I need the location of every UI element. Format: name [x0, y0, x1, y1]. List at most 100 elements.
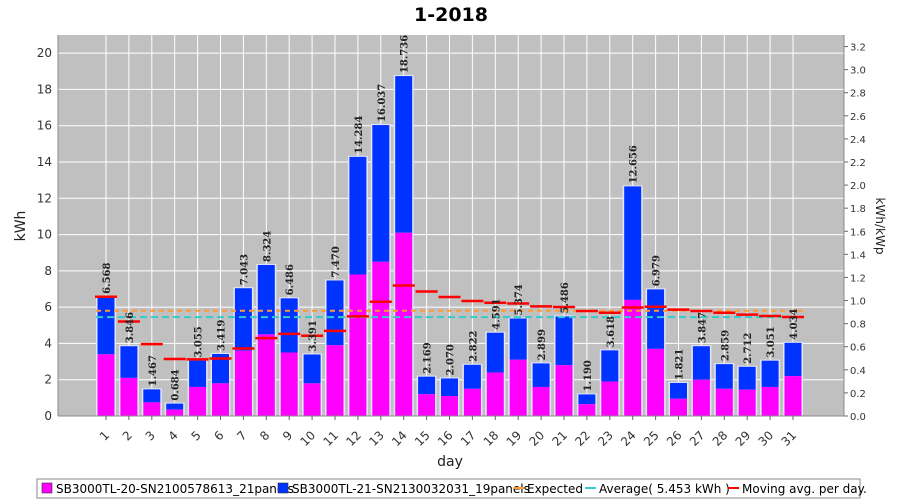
y-axis-label: kWh: [13, 211, 29, 242]
bar-series-2: [97, 296, 115, 355]
bar-series-2: [463, 364, 481, 389]
data-label: 2.859: [720, 330, 731, 361]
bar-series-2: [212, 353, 229, 384]
data-label: 4.034: [789, 308, 800, 339]
legend-box: [36, 478, 861, 499]
data-label: 14.284: [354, 116, 365, 154]
bar-series-2: [280, 298, 298, 353]
y-tick-label: 18: [37, 82, 52, 96]
bar-series-1: [234, 350, 252, 416]
data-label: 0.684: [171, 369, 182, 400]
bar-series-1: [624, 299, 642, 416]
bar-series-1: [395, 232, 413, 416]
legend-average-label: Average( 5.453 kWh ): [599, 482, 730, 496]
bar-series-2: [761, 360, 779, 387]
bar-series-1: [738, 389, 756, 416]
bar-series-1: [326, 345, 344, 416]
bar-series-2: [670, 382, 687, 399]
y-right-tick-label: 0.4: [850, 366, 866, 377]
bar-series-2: [692, 346, 710, 380]
bar-series-2: [189, 360, 207, 387]
data-label: 3.051: [766, 326, 777, 357]
bar-series-1: [509, 359, 527, 416]
bar-series-2: [715, 364, 733, 389]
y-tick-label: 12: [37, 191, 52, 205]
bar-series-1: [784, 376, 802, 416]
chart-title: 1-2018: [414, 4, 488, 26]
bar-series-1: [212, 383, 229, 416]
bar-series-1: [441, 396, 458, 416]
bar-series-2: [166, 403, 184, 410]
y-axis-right-label: kWh/kWp: [873, 198, 887, 255]
y-tick-label: 14: [37, 155, 52, 169]
bar-series-2: [303, 354, 321, 384]
data-label: 3.419: [217, 320, 228, 351]
data-label: 2.070: [446, 344, 457, 375]
y-tick-label: 0: [44, 409, 52, 423]
legend: SB3000TL-20-SN2100578613_21panelsSB3000T…: [36, 478, 867, 499]
y-tick-label: 4: [44, 336, 52, 350]
bar-series-1: [120, 377, 138, 416]
bar-series-2: [234, 288, 252, 351]
legend-moving-avg-label: Moving avg. per day.: [742, 482, 867, 496]
bar-series-2: [349, 156, 367, 275]
y-tick-label: 20: [37, 46, 52, 60]
data-label: 1.821: [675, 349, 686, 380]
y-right-tick-label: 3.2: [850, 43, 866, 54]
bar-series-2: [624, 186, 642, 300]
bar-series-2: [532, 363, 550, 387]
data-label: 6.979: [652, 255, 663, 286]
bar-series-2: [601, 350, 619, 382]
bar-series-2: [784, 342, 802, 377]
bar-series-2: [441, 378, 458, 397]
data-label: 3.618: [606, 316, 617, 347]
y-right-tick-label: 1.6: [850, 227, 866, 238]
bar-series-1: [349, 274, 367, 416]
y-tick-label: 6: [44, 300, 52, 314]
y-right-tick-label: 2.6: [850, 112, 866, 123]
y-right-tick-label: 2.2: [850, 158, 866, 169]
bar-series-2: [143, 389, 161, 403]
data-label: 1.467: [148, 355, 159, 386]
y-right-tick-label: 0.6: [850, 343, 866, 354]
y-right-tick-label: 2.4: [850, 135, 866, 146]
y-right-tick-label: 3.0: [850, 66, 866, 77]
y-right-tick-label: 1.4: [850, 250, 866, 261]
data-label: 3.055: [194, 326, 205, 357]
bar-series-2: [486, 332, 504, 373]
bar-series-1: [578, 404, 596, 416]
data-label: 18.736: [400, 35, 411, 73]
bar-series-1: [670, 398, 687, 416]
bar-series-2: [257, 264, 275, 335]
bar-series-2: [395, 76, 413, 233]
bar-series-1: [143, 402, 161, 416]
data-label: 2.899: [537, 329, 548, 360]
data-label: 2.712: [743, 332, 754, 363]
data-label: 6.568: [102, 262, 113, 293]
bar-series-2: [647, 289, 665, 349]
bar-series-2: [555, 316, 573, 366]
plot-area: [58, 35, 844, 416]
bar-series-1: [761, 386, 779, 416]
bar-series-1: [303, 383, 321, 416]
bar-series-1: [257, 334, 275, 416]
y-right-tick-label: 1.2: [850, 273, 866, 284]
legend-series-1-label: SB3000TL-20-SN2100578613_21panels: [56, 482, 294, 496]
bar-series-1: [601, 381, 619, 416]
data-label: 8.324: [262, 231, 273, 262]
reference-lines: [95, 284, 804, 361]
data-label: 7.470: [331, 246, 342, 277]
bar-series-1: [555, 365, 573, 416]
data-label: 16.037: [377, 84, 388, 122]
bar-series-2: [578, 394, 596, 405]
bar-series-1: [280, 352, 298, 416]
bar-series-1: [189, 386, 207, 416]
bar-series-1: [463, 388, 481, 416]
bar-series-1: [97, 354, 115, 416]
data-label: 3.846: [125, 312, 136, 343]
data-label: 5.486: [560, 282, 571, 313]
bar-series-2: [509, 318, 527, 360]
x-axis-label: day: [437, 454, 463, 470]
data-label: 2.169: [423, 342, 434, 373]
